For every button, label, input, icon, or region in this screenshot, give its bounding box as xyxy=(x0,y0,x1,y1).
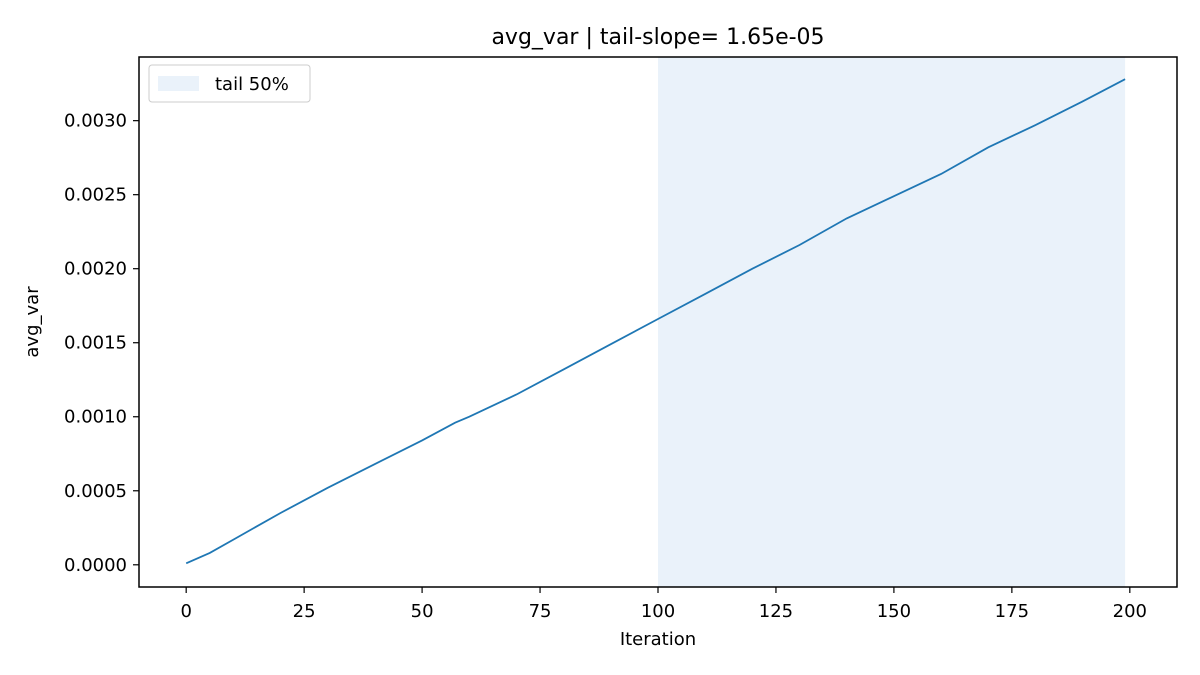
y-tick-label: 0.0005 xyxy=(64,481,127,502)
chart-title: avg_var | tail-slope= 1.65e-05 xyxy=(491,25,824,50)
y-tick-label: 0.0000 xyxy=(64,555,127,576)
x-tick-label: 75 xyxy=(529,601,552,622)
series-line xyxy=(185,78,1126,565)
x-tick-label: 150 xyxy=(877,601,911,622)
legend-swatch xyxy=(158,76,199,91)
y-axis-ticks: 0.0000 0.0005 0.0010 0.0015 0.0020 0.0025 0.00… xyxy=(64,111,139,576)
legend: tail 50% xyxy=(148,64,311,103)
y-tick-label: 0.0015 xyxy=(64,333,127,354)
y-tick-label: 0.0010 xyxy=(64,407,127,428)
x-tick-label: 200 xyxy=(1113,601,1147,622)
y-tick-label: 0.0030 xyxy=(64,111,127,132)
x-tick-label: 0 xyxy=(180,601,191,622)
y-axis-label: avg_var xyxy=(22,286,43,358)
y-tick-label: 0.0020 xyxy=(64,259,127,280)
x-tick-label: 25 xyxy=(293,601,316,622)
x-axis-label: Iteration xyxy=(620,629,696,650)
x-tick-label: 100 xyxy=(641,601,675,622)
x-tick-label: 50 xyxy=(411,601,434,622)
legend-label: tail 50% xyxy=(215,74,289,95)
y-tick-label: 0.0025 xyxy=(64,185,127,206)
x-tick-label: 175 xyxy=(995,601,1029,622)
x-axis-ticks: 0 25 50 75 100 125 150 175 200 xyxy=(180,587,1147,622)
legend-box xyxy=(148,64,311,103)
plot-frame xyxy=(138,56,1178,588)
tail-shaded-region xyxy=(658,57,1126,587)
x-tick-label: 125 xyxy=(759,601,793,622)
